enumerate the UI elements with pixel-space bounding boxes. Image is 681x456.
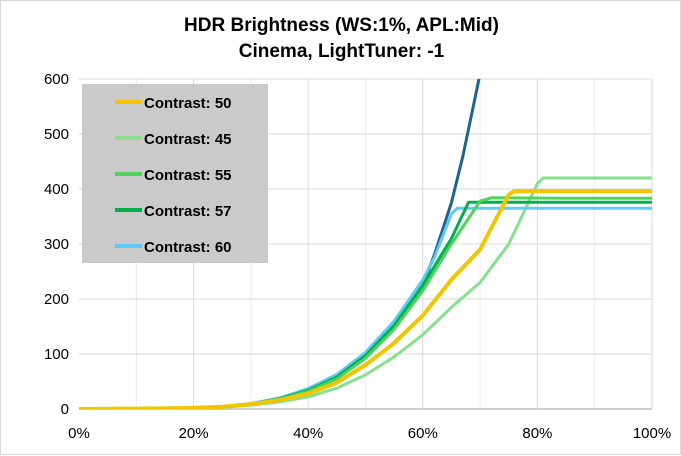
x-tick-label: 60% <box>408 425 438 442</box>
chart-title-line-1: HDR Brightness (WS:1%, APL:Mid) <box>184 15 499 36</box>
chart-title-line-2: Cinema, LightTuner: -1 <box>238 41 445 62</box>
x-tick-label: 0% <box>68 425 90 442</box>
y-tick-label: 0 <box>61 401 69 418</box>
legend-box <box>82 84 268 263</box>
legend-entry-label: Contrast: 50 <box>144 95 232 112</box>
y-tick-label: 200 <box>44 291 69 308</box>
y-tick-label: 100 <box>44 346 69 363</box>
y-tick-label: 300 <box>44 236 69 253</box>
legend-entry-label: Contrast: 55 <box>144 167 232 184</box>
y-tick-label: 600 <box>44 71 69 88</box>
legend-entry-label: Contrast: 57 <box>144 203 232 220</box>
legend-entry-label: Contrast: 60 <box>144 239 232 256</box>
y-tick-label: 500 <box>44 126 69 143</box>
legend-entry-label: Contrast: 45 <box>144 131 232 148</box>
x-tick-label: 100% <box>633 425 671 442</box>
x-tick-label: 80% <box>522 425 552 442</box>
x-tick-label: 20% <box>179 425 209 442</box>
y-tick-label: 400 <box>44 181 69 198</box>
series-line-50 <box>79 189 652 409</box>
x-tick-label: 40% <box>293 425 323 442</box>
